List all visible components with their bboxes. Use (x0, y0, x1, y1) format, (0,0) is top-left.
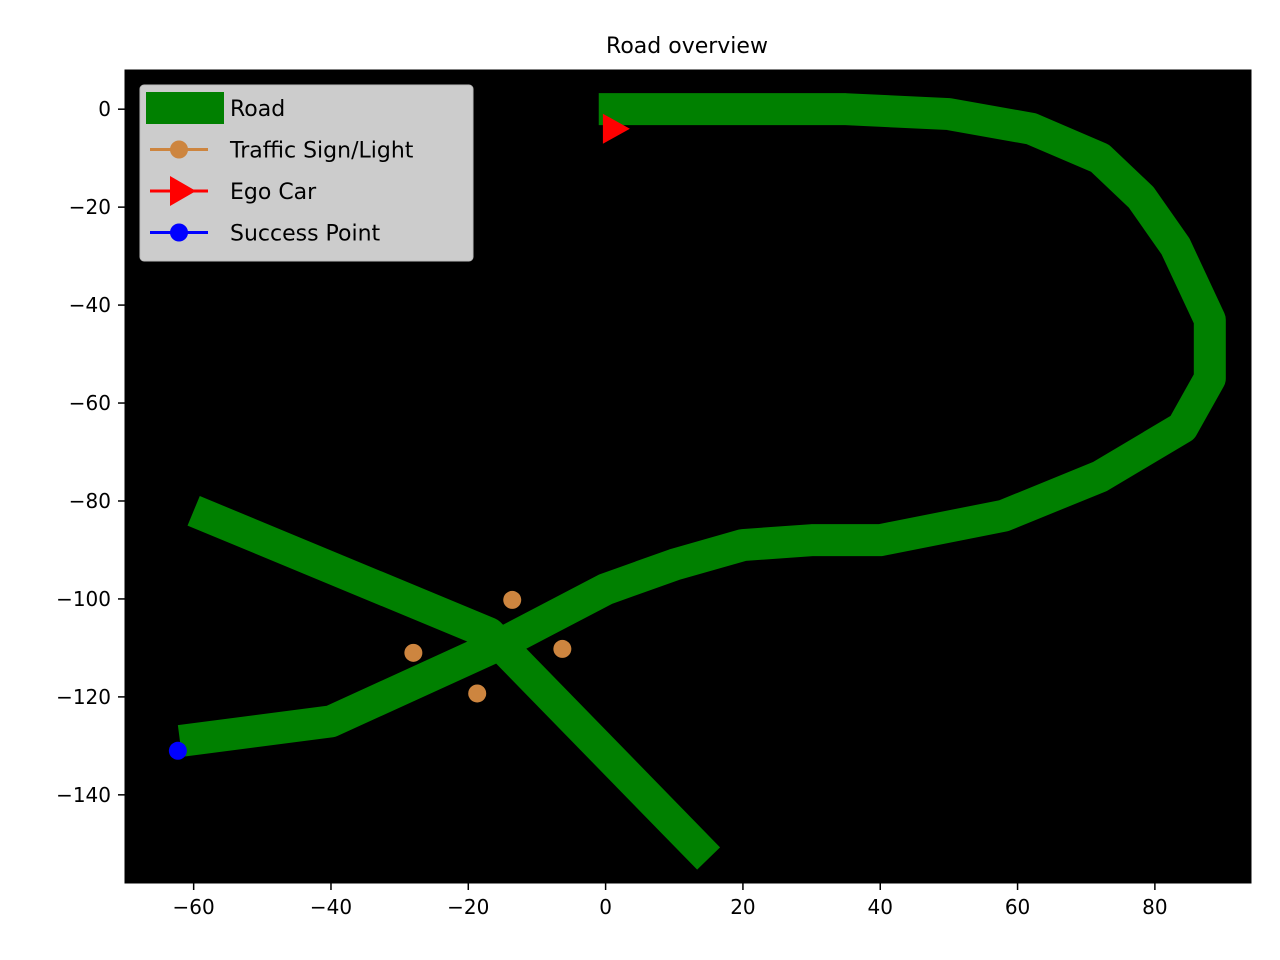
traffic-sign-marker (468, 684, 487, 703)
y-tick-label: 0 (98, 97, 111, 121)
y-tick-label: −60 (69, 391, 111, 415)
legend-label: Ego Car (230, 180, 317, 205)
legend: Road Traffic Sign/Light Ego Car Success Poi… (139, 84, 474, 262)
x-tick-label: −60 (173, 895, 215, 919)
y-tick-label: −20 (69, 195, 111, 219)
legend-label: Traffic Sign/Light (229, 139, 414, 164)
x-tick-label: −20 (447, 895, 489, 919)
y-tick-label: −40 (69, 293, 111, 317)
chart-title: Road overview (606, 34, 768, 59)
road-line-1 (177, 93, 1226, 757)
traffic-sign-marker (553, 639, 572, 658)
y-tick-label: −80 (69, 489, 111, 513)
traffic-sign-marker (503, 590, 522, 609)
x-tick-label: −40 (310, 895, 352, 919)
ego-car-marker (602, 113, 630, 144)
legend-box (139, 84, 474, 262)
x-tick-label: 20 (730, 895, 755, 919)
marker-layer (168, 113, 630, 760)
legend-handle-marker (170, 176, 196, 206)
legend-handle-marker (170, 140, 188, 159)
y-tick-label: −140 (56, 783, 111, 807)
legend-label: Success Point (230, 222, 381, 247)
axes: −60 −40 −20 0 20 40 60 80 0 −20 −40 −60 −80 −100 −120 −… (56, 97, 1168, 919)
y-tick-label: −120 (56, 685, 111, 709)
traffic-sign-marker (404, 643, 423, 662)
road-line-2 (187, 496, 721, 870)
x-tick-label: 60 (1005, 895, 1030, 919)
x-tick-label: 0 (599, 895, 612, 919)
x-tick-label: 40 (868, 895, 893, 919)
y-tick-label: −100 (56, 587, 111, 611)
road-layer (177, 93, 1226, 870)
legend-handle-marker (170, 223, 188, 242)
legend-label: Road (230, 97, 285, 122)
success-point-marker (168, 741, 187, 760)
x-tick-label: 80 (1142, 895, 1167, 919)
